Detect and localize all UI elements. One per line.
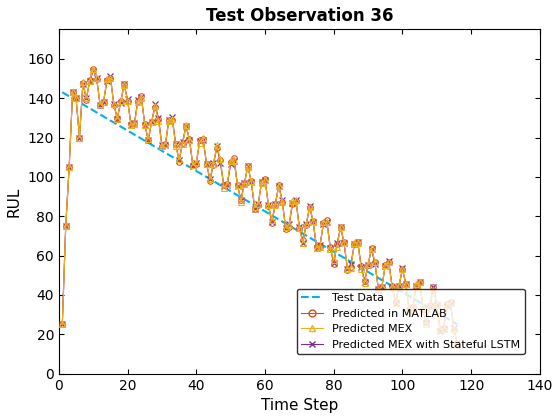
Legend: Test Data, Predicted in MATLAB, Predicted MEX, Predicted MEX with Stateful LSTM: Test Data, Predicted in MATLAB, Predicte…: [297, 289, 525, 354]
Title: Test Observation 36: Test Observation 36: [206, 7, 393, 25]
Y-axis label: RUL: RUL: [7, 186, 22, 217]
X-axis label: Time Step: Time Step: [260, 398, 338, 413]
